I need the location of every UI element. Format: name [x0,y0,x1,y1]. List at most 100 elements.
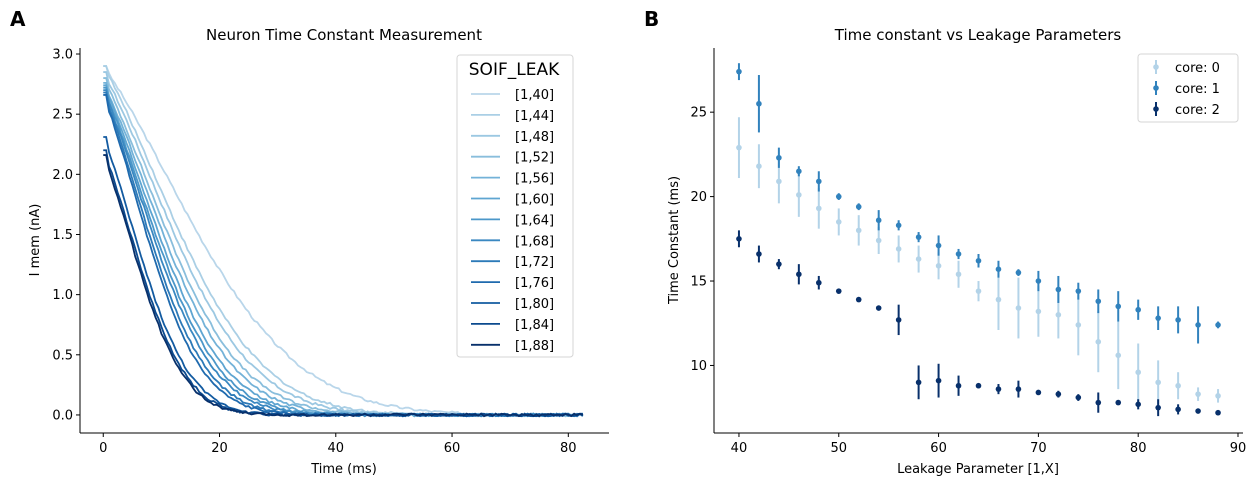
panel-b-data-point [1055,391,1062,397]
panel-a-legend-label: [1,56] [515,172,554,187]
panel-b-data-point [1155,379,1161,386]
panel-b-data-point [995,296,1002,303]
panel-b-x-tick-label: 40 [731,441,748,456]
panel-b-data-point [995,266,1002,273]
panel-b-data-point [835,219,842,225]
panel-b-data-point [1075,394,1082,401]
panel-b-data-point [1035,389,1042,396]
panel-b-data-point [1135,306,1141,313]
panel-b-data-point [1215,393,1221,399]
panel-b-data-point [895,317,902,323]
panel-b-x-label: Leakage Parameter [1,X] [897,462,1059,477]
panel-b-legend-label: core: 2 [1175,103,1220,118]
panel-a-x-label: Time (ms) [310,462,377,477]
panel-b-data-point [835,288,842,294]
panel-b-data-point [875,305,882,311]
panel-b-data-point [915,234,922,240]
panel-b-data-point [915,379,922,386]
panel-b-data-point [975,382,982,389]
panel-b-data-point [1135,401,1141,408]
panel-b-data-point [1195,391,1201,397]
panel-a-y-tick-label: 3.0 [52,48,73,63]
panel-b-legend-label: core: 1 [1175,82,1220,97]
panel-a-label: A [10,7,26,31]
panel-a-legend-label: [1,40] [515,88,554,103]
panel-b-legend-swatch-marker [1153,64,1159,70]
panel-a-y-tick-label: 0.5 [52,348,73,363]
panel-b-data-point [975,288,982,294]
panel-b-data-point [1075,288,1082,294]
panel-a-y-ticks: 0.0 0.5 1.0 1.5 2.0 2.5 3.0 [52,48,80,423]
panel-b-data-point [935,242,942,249]
panel-b-data-point [796,192,802,198]
panel-a-legend-label: [1,76] [515,276,554,291]
panel-b-data-point [756,251,762,257]
panel-a-title: Neuron Time Constant Measurement [206,26,482,44]
panel-b-data-point [895,246,902,252]
panel-b-y-tick-label: 15 [690,275,707,290]
panel-b-data-point [955,382,962,389]
panel-a-x-tick-label: 80 [560,441,577,456]
panel-b-data-point [935,377,942,384]
panel-b-x-tick-label: 90 [1230,441,1247,456]
panel-b-x-tick-label: 50 [830,441,847,456]
panel-a-y-tick-label: 1.5 [52,228,73,243]
panel-a-x-tick-label: 60 [444,441,461,456]
panel-b-legend: core: 0 core: 1 core: 2 [1137,53,1239,123]
panel-b-data-point [1135,369,1141,376]
panel-b-legend-label: core: 0 [1175,61,1220,76]
panel-b-legend-frame [1137,53,1239,123]
panel-b-data-point [1075,322,1082,328]
panel-b-data-point [855,296,862,303]
panel-b-data-point [816,205,822,212]
panel-b-data-point [1155,404,1161,411]
panel-b-data-points [736,63,1221,417]
panel-b-y-tick-label: 20 [690,190,707,205]
panel-b-data-point [1175,317,1181,323]
panel-b-data-point [1215,322,1221,328]
panel-b-data-point [935,263,942,269]
panel-a-legend-label: [1,64] [515,213,554,228]
panel-b-data-point [1015,305,1022,311]
panel-b-x-tick-label: 80 [1130,441,1147,456]
panel-b-data-point [1175,406,1181,413]
panel-a-legend-items: [1,40] [1,44] [1,48] [1,52] [1,56] [1,60] [1,6… [471,88,554,354]
panel-b-data-point [855,227,862,234]
panel-a-legend: SOIF_LEAK [1,40] [1,44] [1,48] [1,52] [1,56]… [456,54,574,358]
panel-a-x-ticks: 0 20 40 60 80 [99,433,577,456]
panel-a-x-tick-label: 0 [99,441,107,456]
panel-b-x-ticks: 40 50 60 70 80 90 [731,433,1247,456]
panel-b-data-point [776,261,782,267]
panel-b-data-point [855,203,862,210]
panel-b-data-point [816,178,822,185]
panel-b-data-point [1115,352,1122,359]
panel-b-data-point [955,251,962,257]
panel-b-data-point [835,193,842,200]
panel-b-data-point [1035,278,1042,284]
panel-b-data-point [1195,322,1201,328]
panel-a-series-lines [103,65,584,418]
panel-b-data-point [1115,399,1122,406]
panel-a-legend-label: [1,84] [515,318,554,333]
panel-a-series-line [103,154,584,418]
panel-b-data-point [875,237,882,244]
panel-b-data-point [1035,308,1042,315]
panel-b-x-tick-label: 60 [930,441,947,456]
panel-b-data-point [895,222,902,229]
panel-b-data-point [975,257,982,264]
panel-b-data-point [1095,298,1102,305]
panel-b-data-point [1055,286,1062,293]
panel-b-data-point [1215,409,1221,416]
panel-b-data-point [1175,382,1181,389]
panel-a-y-tick-label: 0.0 [52,408,73,423]
panel-b-data-point [1015,386,1022,392]
panel-b-data-point [756,100,762,107]
panel-a-legend-label: [1,88] [515,339,554,354]
panel-b-data-point [1195,408,1201,414]
panel-a: A Neuron Time Constant Measurement 0 20 40… [10,7,609,477]
panel-b-data-point [1015,269,1022,276]
panel-b-data-point [736,144,742,151]
panel-b-data-point [1115,303,1122,310]
panel-b-data-point [1095,399,1102,406]
